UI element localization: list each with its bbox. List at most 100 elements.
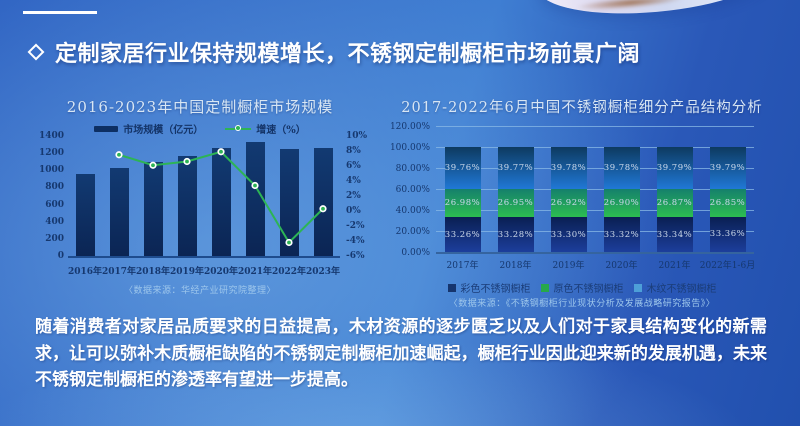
segment-value-label: 39.76% [444, 162, 481, 173]
y-tick-label: 60.00% [395, 185, 430, 195]
page-title: 定制家居行业保持规模增长，不锈钢定制橱柜市场前景广阔 [55, 41, 641, 66]
legend-label: 市场规模（亿元） [123, 125, 204, 136]
y-tick-label: 80.00% [395, 164, 430, 174]
x-tick-label: 2020年 [204, 267, 239, 277]
x-tick-label: 2019年 [552, 261, 585, 271]
x-tick-label: 2021年 [238, 267, 273, 277]
y-tick-label: 0.00% [401, 248, 430, 258]
x-tick-label: 2020年 [605, 261, 638, 271]
primary-swatch-icon [540, 283, 549, 292]
chart1-left-axis: 1400 1200 1000 800 600 400 200 0 [30, 131, 64, 261]
segment: 33.28% [497, 217, 534, 252]
stainless-structure-chart: 2017-2022年6月中国不锈钢橱柜细分产品结构分析 120.00% 100.0… [388, 90, 776, 312]
segment: 39.78% [550, 147, 587, 189]
y-tick-label: 4% [346, 176, 361, 186]
segment: 33.26% [444, 217, 481, 252]
segment-value-label: 39.79% [709, 162, 746, 173]
bar-2022年 [279, 149, 299, 256]
chart1-x-axis: 2016年 2017年 2018年 2019年 2020年 2021年 2022年 2023年 [68, 264, 341, 277]
y-tick-label: 800 [45, 182, 64, 193]
x-tick-label: 2022年 [272, 267, 307, 277]
segment-value-label: 26.87% [656, 197, 693, 208]
y-tick-label: 1200 [38, 148, 64, 159]
header-accent-line [23, 11, 97, 14]
stacked-bar-2022年1-6月: 33.36% 26.85% 39.79% [709, 147, 746, 252]
segment: 33.34% [656, 217, 693, 252]
summary-paragraph: 随着消费者对家居品质要求的日益提高，木材资源的逐步匮乏以及人们对于家具结构变化的… [35, 317, 767, 390]
stacked-bar-2017年: 33.26% 26.98% 39.76% [444, 147, 481, 252]
segment-value-label: 33.26% [444, 229, 481, 240]
legend-item-colored: 彩色不锈钢橱柜 [447, 280, 531, 295]
bar-2021年 [245, 142, 265, 256]
segment: 26.92% [550, 188, 587, 218]
segment: 26.98% [444, 188, 481, 218]
segment: 33.32% [603, 217, 640, 252]
segment-value-label: 26.95% [497, 197, 534, 208]
y-tick-label: 6% [346, 161, 361, 171]
legend-label: 木纹不锈钢橱柜 [646, 284, 717, 295]
y-tick-label: 1400 [38, 131, 64, 141]
gridline [436, 210, 754, 211]
chart1-title: 2016-2023年中国定制橱柜市场规模 [66, 98, 334, 116]
segment-value-label: 33.34% [656, 229, 693, 240]
segment: 39.79% [709, 147, 746, 189]
stacked-bar-2019年: 33.30% 26.92% 39.78% [550, 147, 587, 252]
segment-value-label: 39.78% [550, 162, 587, 173]
segment-value-label: 39.79% [656, 162, 693, 173]
y-tick-label: 400 [45, 216, 64, 227]
y-tick-label: 2% [346, 191, 361, 201]
bar-2016年 [75, 173, 95, 256]
segment: 39.77% [497, 147, 534, 189]
y-tick-label: 8% [346, 146, 361, 156]
y-tick-label: -2% [346, 221, 365, 231]
segment: 26.95% [497, 188, 534, 218]
x-tick-label: 2019年 [170, 267, 205, 277]
stacked-bar-2020年: 33.32% 26.90% 39.78% [603, 147, 640, 252]
chart1-legend: 市场规模（亿元） 增速（%） [30, 121, 370, 136]
legend-label: 增速（%） [256, 125, 306, 136]
chart1-right-axis: 10% 8% 6% 4% 2% 0% -2% -4% -6% [346, 131, 376, 261]
segment-value-label: 39.77% [497, 162, 534, 173]
chart2-x-axis: 2017年 2018年 2019年 2020年 2021年 2022年1-6月 [436, 258, 756, 271]
y-tick-label: 120.00% [389, 122, 430, 132]
segment: 26.87% [656, 188, 693, 217]
y-tick-label: 1000 [38, 165, 64, 176]
y-tick-label: 0 [57, 251, 64, 261]
bar-2017年 [109, 168, 129, 256]
segment-value-label: 33.32% [603, 229, 640, 240]
gridline [436, 189, 754, 190]
segment-value-label: 33.30% [550, 229, 587, 240]
segment-value-label: 26.92% [550, 197, 587, 208]
segment-value-label: 33.28% [497, 229, 534, 240]
x-tick-label: 2016年 [68, 267, 103, 277]
y-tick-label: 10% [346, 131, 368, 141]
legend-item-primary: 原色不锈钢橱柜 [540, 280, 624, 295]
chart1-plot [68, 136, 340, 258]
cabinet-market-size-chart: 2016-2023年中国定制橱柜市场规模 市场规模（亿元） 增速（%） 1400… [30, 90, 370, 302]
legend-label: 原色不锈钢橱柜 [553, 284, 624, 295]
x-tick-label: 2023年 [306, 267, 341, 277]
segment: 26.85% [709, 188, 746, 217]
woodgrain-swatch-icon [633, 283, 642, 292]
bar-2023年 [313, 148, 333, 256]
x-tick-label: 2021年 [658, 261, 691, 271]
legend-item-woodgrain: 木纹不锈钢橱柜 [633, 280, 717, 295]
chart2-source: 〈数据来源：《不锈钢橱柜行业现状分析及发展战略研究报告》〉 [448, 299, 716, 309]
bar-2020年 [211, 148, 231, 256]
colored-swatch-icon [447, 283, 456, 292]
segment-value-label: 26.90% [603, 197, 640, 208]
gridline [436, 252, 754, 254]
y-tick-label: 0% [346, 206, 361, 216]
y-tick-label: 600 [45, 199, 64, 210]
segment-value-label: 26.98% [444, 197, 481, 208]
chart2-legend: 彩色不锈钢橱柜 原色不锈钢橱柜 木纹不锈钢橱柜 [388, 280, 776, 295]
line-swatch-icon [225, 124, 252, 131]
segment: 39.79% [656, 147, 693, 189]
y-tick-label: 100.00% [389, 143, 430, 153]
gridline [436, 126, 754, 127]
y-tick-label: 200 [45, 233, 64, 244]
y-tick-label: 20.00% [395, 227, 430, 237]
x-tick-label: 2022年1-6月 [699, 261, 756, 271]
bar-2018年 [143, 162, 163, 256]
